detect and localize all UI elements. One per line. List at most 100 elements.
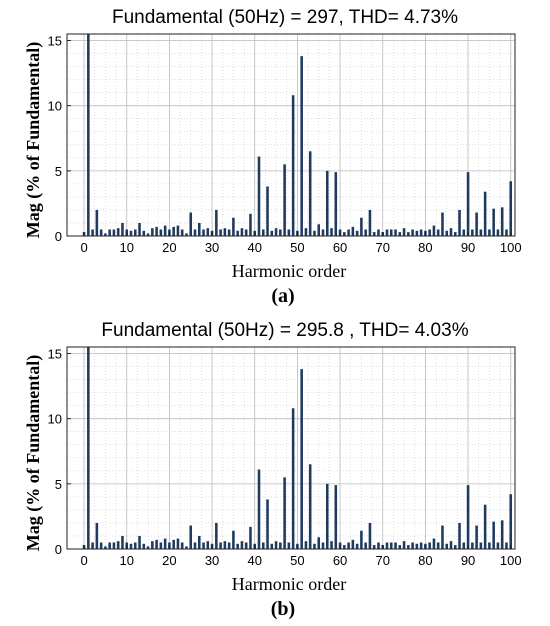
bar-harmonic-28 [202, 229, 205, 236]
x-tick-label: 70 [375, 240, 389, 255]
bar-harmonic-22 [176, 538, 180, 549]
bar-harmonic-62 [347, 229, 350, 236]
bar-harmonic-65 [360, 530, 363, 549]
bar-harmonic-98 [500, 207, 504, 236]
bar-harmonic-42 [261, 542, 265, 549]
bar-harmonic-6 [108, 542, 111, 549]
bar-harmonic-3 [95, 209, 99, 236]
bar-harmonic-71 [385, 229, 389, 236]
bar-harmonic-95 [488, 542, 491, 549]
bar-harmonic-82 [432, 225, 436, 236]
bar-harmonic-35 [232, 217, 235, 236]
bar-harmonic-64 [355, 543, 359, 549]
bar-harmonic-100 [509, 181, 513, 236]
bar-harmonic-56 [321, 229, 325, 236]
bar-harmonic-12 [133, 229, 137, 236]
x-tick-label: 100 [500, 553, 522, 568]
bar-harmonic-3 [95, 522, 99, 549]
bar-harmonic-68 [372, 232, 376, 236]
bar-harmonic-69 [377, 542, 380, 549]
bar-harmonic-96 [492, 208, 495, 236]
bar-harmonic-52 [304, 541, 308, 549]
bar-harmonic-13 [138, 535, 141, 549]
bar-harmonic-93 [479, 229, 483, 236]
bar-harmonic-58 [330, 541, 333, 549]
bar-harmonic-66 [364, 542, 367, 549]
x-tick-label: 0 [80, 240, 87, 255]
bar-harmonic-9 [121, 535, 124, 549]
bars [82, 347, 513, 549]
bar-harmonic-97 [496, 229, 500, 236]
bars [82, 34, 513, 236]
x-tick-label: 100 [500, 240, 522, 255]
bar-harmonic-7 [112, 229, 116, 236]
bar-harmonic-37 [240, 228, 244, 236]
bar-harmonic-2 [91, 542, 94, 549]
x-tick-label: 60 [333, 240, 347, 255]
bar-harmonic-31 [215, 209, 218, 236]
bar-harmonic-46 [279, 542, 282, 549]
bar-harmonic-55 [317, 224, 321, 236]
bar-harmonic-24 [185, 233, 188, 236]
bar-harmonic-26 [193, 542, 197, 549]
x-tick-label: 20 [162, 553, 176, 568]
bar-harmonic-19 [163, 538, 167, 549]
bar-harmonic-73 [394, 542, 397, 549]
bar-harmonic-90 [466, 485, 470, 549]
bar-harmonic-26 [193, 229, 197, 236]
y-axis-label: Mag (% of Fundamental) [23, 42, 44, 239]
x-tick-label: 60 [333, 553, 347, 568]
bar-harmonic-35 [232, 530, 235, 549]
bar-harmonic-27 [197, 535, 201, 549]
bar-harmonic-34 [227, 542, 231, 549]
bar-harmonic-75 [402, 228, 406, 236]
x-tick-label: 50 [290, 240, 304, 255]
x-tick-label: 30 [205, 240, 219, 255]
bar-harmonic-59 [334, 485, 338, 549]
bar-harmonic-37 [240, 541, 244, 549]
bar-harmonic-79 [419, 229, 423, 236]
x-tick-label: 10 [119, 553, 133, 568]
harmonic-spectrum-chart-a: Fundamental (50Hz) = 297, THD= 4.73% 0 10… [23, 7, 522, 307]
bar-harmonic-93 [479, 542, 483, 549]
bar-harmonic-24 [185, 546, 188, 549]
x-tick-label: 80 [418, 240, 432, 255]
x-tick-label: 50 [290, 553, 304, 568]
x-axis-label: Harmonic order [232, 574, 346, 594]
bar-harmonic-59 [334, 172, 338, 236]
y-tick-label: 10 [48, 412, 62, 427]
bar-harmonic-21 [172, 226, 175, 236]
bar-harmonic-14 [142, 543, 146, 549]
bar-harmonic-46 [279, 229, 282, 236]
bar-harmonic-85 [445, 543, 449, 549]
bar-harmonic-31 [215, 522, 218, 549]
bar-harmonic-63 [351, 539, 355, 549]
bar-harmonic-41 [257, 156, 261, 236]
bar-harmonic-47 [283, 477, 286, 549]
bar-harmonic-25 [189, 525, 193, 549]
bar-harmonic-18 [159, 542, 163, 549]
bar-harmonic-74 [398, 545, 402, 549]
bar-harmonic-100 [509, 494, 513, 549]
bar-harmonic-99 [505, 229, 508, 236]
y-tick-label: 10 [48, 99, 62, 114]
bar-harmonic-51 [300, 369, 303, 549]
bar-harmonic-96 [492, 521, 495, 549]
bar-harmonic-14 [142, 230, 146, 236]
bar-harmonic-98 [500, 520, 504, 549]
bar-harmonic-23 [180, 229, 184, 236]
bar-harmonic-33 [223, 541, 227, 549]
y-tick-label: 0 [55, 542, 62, 557]
y-tick-label: 15 [48, 34, 62, 49]
bar-harmonic-79 [419, 542, 423, 549]
bar-harmonic-28 [202, 542, 205, 549]
bar-harmonic-45 [274, 228, 278, 236]
bar-harmonic-32 [219, 542, 222, 549]
bar-harmonic-49 [291, 408, 295, 549]
bar-harmonic-12 [133, 542, 137, 549]
bar-harmonic-72 [389, 229, 393, 236]
bar-harmonic-97 [496, 542, 500, 549]
bar-harmonic-89 [462, 229, 466, 236]
bar-harmonic-18 [159, 229, 163, 236]
bar-harmonic-84 [441, 212, 444, 236]
